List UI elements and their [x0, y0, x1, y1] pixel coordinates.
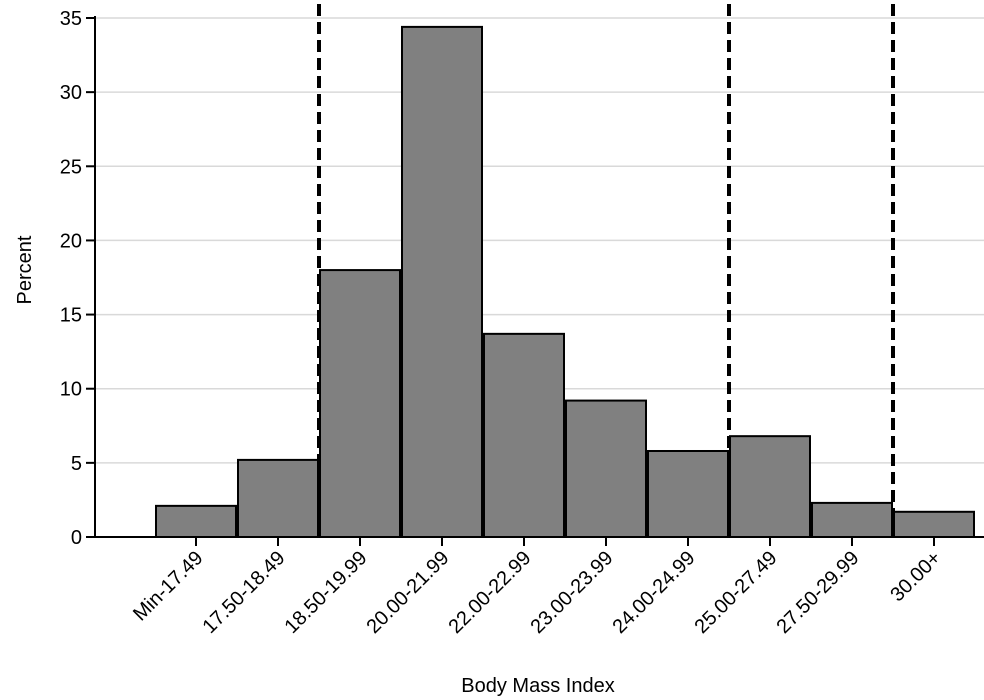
x-tick-label: 18.50-19.99: [280, 547, 371, 638]
x-tick-label: 24.00-24.99: [608, 547, 699, 638]
bar-Min-17.49: [155, 504, 237, 538]
bar-25.00-27.49: [729, 435, 811, 538]
y-tick-label: 10: [60, 379, 82, 401]
bar-27.50-29.99: [811, 501, 893, 538]
x-tick-label: 30.00+: [886, 547, 945, 606]
y-axis-title: Percent: [14, 235, 36, 304]
x-tick-label: 17.50-18.49: [198, 547, 289, 638]
x-tick-label: Min-17.49: [129, 547, 207, 625]
y-tick-label: 25: [60, 156, 82, 178]
x-tick-label: 27.50-29.99: [772, 547, 863, 638]
y-tick-label: 35: [60, 8, 82, 30]
x-tick-label: 25.00-27.49: [690, 547, 781, 638]
y-tick-label: 0: [71, 527, 82, 549]
bar-30.00+: [893, 510, 975, 539]
y-tick-label: 30: [60, 82, 82, 104]
bar-17.50-18.49: [237, 458, 319, 538]
bar-24.00-24.99: [647, 449, 729, 539]
x-tick-label: 22.00-22.99: [444, 547, 535, 638]
x-axis-title: Body Mass Index: [461, 675, 614, 697]
y-tick-label: 15: [60, 305, 82, 327]
bar-20.00-21.99: [401, 25, 483, 538]
bar-22.00-22.99: [483, 332, 565, 538]
grid-lines: [95, 17, 984, 464]
x-tick-label: 23.00-23.99: [526, 547, 617, 638]
bar-18.50-19.99: [319, 269, 401, 538]
y-tick-label: 20: [60, 230, 82, 252]
bars: [155, 25, 975, 539]
x-tick-label: 20.00-21.99: [362, 547, 453, 638]
x-axis: Min-17.4917.50-18.4918.50-19.9920.00-21.…: [95, 536, 984, 638]
y-tick-label: 5: [71, 453, 82, 475]
bar-23.00-23.99: [565, 399, 647, 538]
y-axis: 0 5 10 15 20 25 30 35: [60, 8, 96, 549]
